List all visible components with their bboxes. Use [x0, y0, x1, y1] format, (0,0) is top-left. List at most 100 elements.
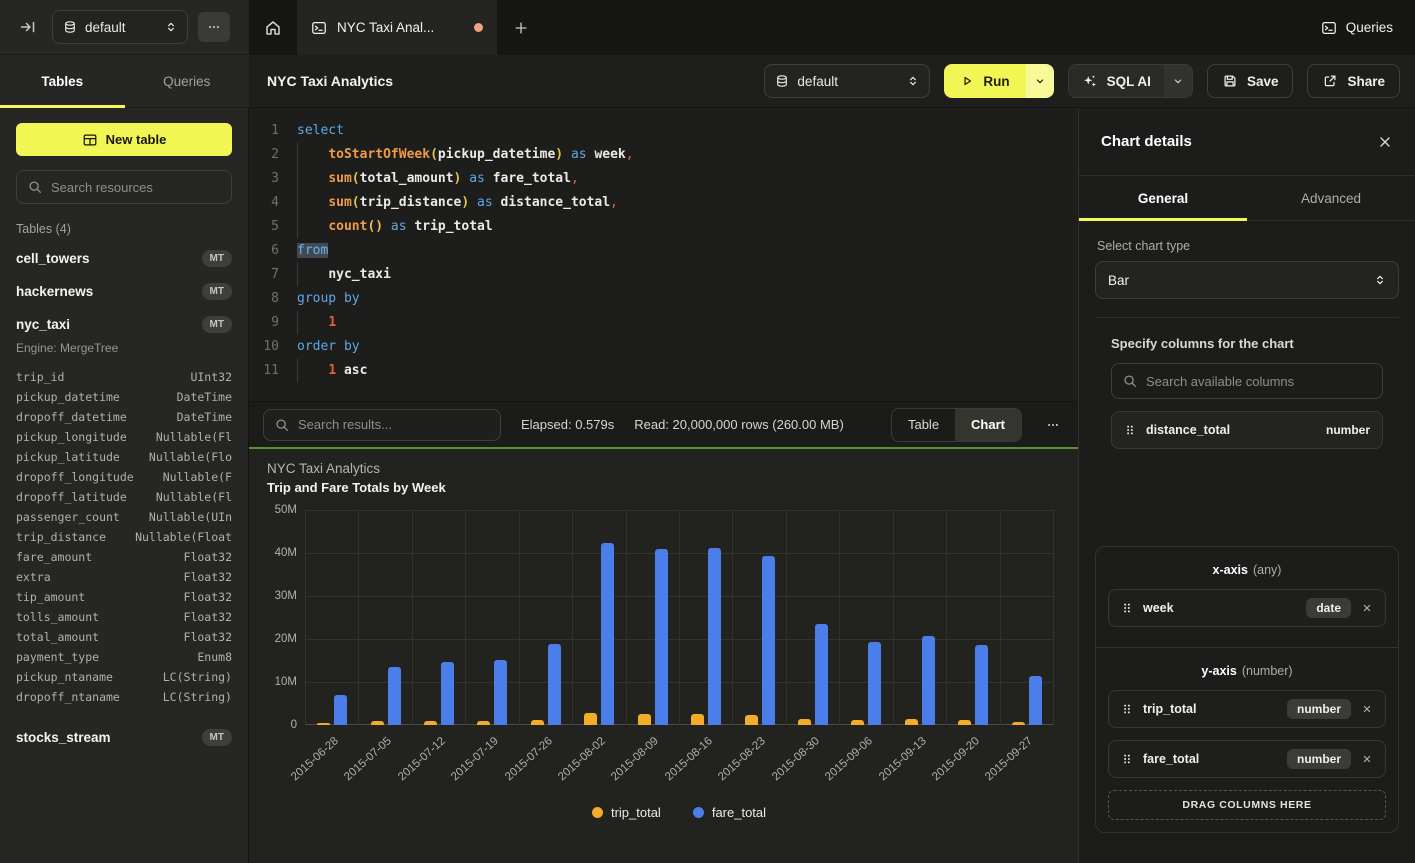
tab-nyc-taxi-analytics[interactable]: NYC Taxi Anal... [297, 0, 497, 55]
run-options-button[interactable] [1026, 64, 1054, 98]
code-line-2[interactable]: 2 toStartOfWeek(pickup_datetime) as week… [249, 143, 1078, 167]
bar-trip_total[interactable] [1012, 722, 1025, 725]
bar-trip_total[interactable] [584, 713, 597, 725]
column-row[interactable]: total_amountFloat32 [16, 627, 232, 647]
new-tab-button[interactable] [497, 0, 545, 55]
bar-fare_total[interactable] [762, 556, 775, 725]
sql-ai-button[interactable]: SQL AI [1068, 64, 1193, 98]
drag-columns-dropzone[interactable]: DRAG COLUMNS HERE [1108, 790, 1386, 820]
table-row-hackernews[interactable]: hackernewsMT [0, 275, 248, 308]
bar-fare_total[interactable] [708, 548, 721, 725]
code-line-10[interactable]: 10order by [249, 335, 1078, 359]
database-selector[interactable]: default [52, 10, 188, 44]
bar-fare_total[interactable] [1029, 676, 1042, 725]
bar-trip_total[interactable] [531, 720, 544, 725]
results-more-button[interactable] [1046, 417, 1060, 433]
bar-trip_total[interactable] [371, 721, 384, 725]
drag-handle[interactable] [1121, 602, 1133, 614]
bar-trip_total[interactable] [958, 720, 971, 725]
column-row[interactable]: dropoff_latitudeNullable(Fl [16, 487, 232, 507]
code-line-11[interactable]: 11 1 asc [249, 359, 1078, 383]
code-line-8[interactable]: 8group by [249, 287, 1078, 311]
share-button[interactable]: Share [1307, 64, 1400, 98]
columns-search[interactable] [1111, 363, 1383, 399]
tab-advanced[interactable]: Advanced [1247, 176, 1415, 220]
bar-trip_total[interactable] [691, 714, 704, 725]
table-row-stocks_stream[interactable]: stocks_streamMT [0, 721, 248, 754]
table-row-nyc_taxi[interactable]: nyc_taxiMT [0, 308, 248, 341]
code-line-7[interactable]: 7 nyc_taxi [249, 263, 1078, 287]
code-line-4[interactable]: 4 sum(trip_distance) as distance_total, [249, 191, 1078, 215]
column-chip-fare_total[interactable]: fare_totalnumber [1108, 740, 1386, 778]
view-toggle-table[interactable]: Table [892, 409, 955, 441]
bar-fare_total[interactable] [868, 642, 881, 725]
collapse-sidebar-button[interactable] [14, 13, 42, 41]
columns-search-input[interactable] [1146, 374, 1372, 389]
bar-trip_total[interactable] [745, 715, 758, 725]
results-search-input[interactable] [298, 417, 490, 432]
column-row[interactable]: pickup_datetimeDateTime [16, 387, 232, 407]
code-line-3[interactable]: 3 sum(total_amount) as fare_total, [249, 167, 1078, 191]
sidebar-tab-queries[interactable]: Queries [125, 55, 250, 107]
bar-fare_total[interactable] [815, 624, 828, 725]
column-chip-distance_total[interactable]: distance_totalnumber [1111, 411, 1383, 449]
bar-fare_total[interactable] [388, 667, 401, 725]
bar-fare_total[interactable] [441, 662, 454, 725]
bar-trip_total[interactable] [638, 714, 651, 725]
toolbar-database-selector[interactable]: default [764, 64, 930, 98]
save-button[interactable]: Save [1207, 64, 1294, 98]
remove-column-button[interactable] [1361, 703, 1373, 715]
bar-fare_total[interactable] [655, 549, 668, 725]
column-row[interactable]: fare_amountFloat32 [16, 547, 232, 567]
legend-item-trip_total[interactable]: trip_total [592, 805, 661, 820]
sql-ai-options-button[interactable] [1164, 65, 1192, 97]
column-row[interactable]: tolls_amountFloat32 [16, 607, 232, 627]
column-row[interactable]: dropoff_longitudeNullable(F [16, 467, 232, 487]
code-line-6[interactable]: 6from [249, 239, 1078, 263]
run-button[interactable]: Run [944, 64, 1053, 98]
column-row[interactable]: tip_amountFloat32 [16, 587, 232, 607]
home-button[interactable] [249, 0, 297, 55]
remove-column-button[interactable] [1361, 753, 1373, 765]
queries-button[interactable]: Queries [1321, 0, 1393, 55]
column-row[interactable]: extraFloat32 [16, 567, 232, 587]
table-row-cell_towers[interactable]: cell_towersMT [0, 242, 248, 275]
tab-general[interactable]: General [1079, 176, 1247, 220]
sidebar-search-input[interactable] [51, 180, 221, 195]
sidebar-search[interactable] [16, 170, 232, 204]
chart-type-select[interactable]: Bar [1095, 261, 1399, 299]
column-row[interactable]: dropoff_datetimeDateTime [16, 407, 232, 427]
bar-fare_total[interactable] [601, 543, 614, 725]
bar-fare_total[interactable] [548, 644, 561, 725]
column-row[interactable]: passenger_countNullable(UIn [16, 507, 232, 527]
bar-trip_total[interactable] [798, 719, 811, 725]
bar-fare_total[interactable] [975, 645, 988, 725]
code-line-9[interactable]: 9 1 [249, 311, 1078, 335]
code-line-5[interactable]: 5 count() as trip_total [249, 215, 1078, 239]
sidebar-more-button[interactable] [198, 12, 230, 42]
drag-handle[interactable] [1124, 424, 1136, 436]
column-row[interactable]: dropoff_ntanameLC(String) [16, 687, 232, 707]
column-chip-week[interactable]: weekdate [1108, 589, 1386, 627]
remove-column-button[interactable] [1361, 602, 1373, 614]
bar-fare_total[interactable] [334, 695, 347, 725]
bar-trip_total[interactable] [424, 721, 437, 725]
sql-editor[interactable]: 1select2 toStartOfWeek(pickup_datetime) … [249, 108, 1078, 401]
drag-handle[interactable] [1121, 703, 1133, 715]
close-button[interactable] [1377, 134, 1393, 150]
sidebar-tab-tables[interactable]: Tables [0, 55, 125, 107]
drag-handle[interactable] [1121, 753, 1133, 765]
bar-trip_total[interactable] [477, 721, 490, 725]
column-row[interactable]: payment_typeEnum8 [16, 647, 232, 667]
legend-item-fare_total[interactable]: fare_total [693, 805, 766, 820]
column-row[interactable]: pickup_ntanameLC(String) [16, 667, 232, 687]
new-table-button[interactable]: New table [16, 123, 232, 156]
column-row[interactable]: pickup_latitudeNullable(Flo [16, 447, 232, 467]
column-row[interactable]: trip_idUInt32 [16, 367, 232, 387]
bar-fare_total[interactable] [494, 660, 507, 725]
view-toggle-chart[interactable]: Chart [955, 409, 1021, 441]
results-search[interactable] [263, 409, 501, 441]
column-chip-trip_total[interactable]: trip_totalnumber [1108, 690, 1386, 728]
bar-trip_total[interactable] [851, 720, 864, 725]
column-row[interactable]: pickup_longitudeNullable(Fl [16, 427, 232, 447]
